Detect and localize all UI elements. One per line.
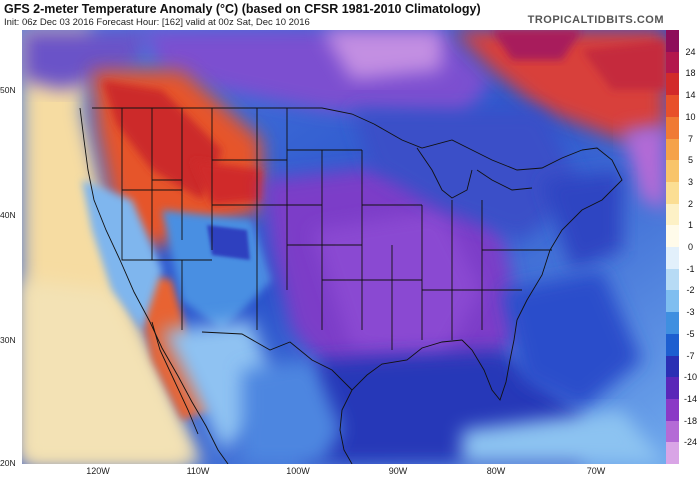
color-scale-swatch <box>666 247 679 270</box>
color-scale-label: -7 <box>686 350 695 361</box>
color-scale-label: -14 <box>683 393 697 404</box>
color-scale-swatch <box>666 333 679 356</box>
lat-label: 20N <box>0 458 16 468</box>
color-scale-label: 10 <box>685 111 696 122</box>
lon-label: 70W <box>586 466 606 476</box>
color-scale-label: 0 <box>687 242 693 252</box>
color-scale-swatch <box>666 73 679 96</box>
lat-label: 30N <box>0 335 16 345</box>
color-scale-legend: 24 18 14 10 7 5 3 2 1 0 -1 -2 -3 -5 -7 -10 -14 -18 -24 <box>666 30 700 465</box>
lon-label: 110W <box>186 466 210 476</box>
temperature-anomaly-map <box>22 30 666 464</box>
color-scale-label: 18 <box>685 68 696 79</box>
color-scale-label: -18 <box>683 415 697 426</box>
color-scale-label: 7 <box>687 133 693 144</box>
color-scale-label: 24 <box>685 46 696 57</box>
color-scale-label: -1 <box>686 263 695 274</box>
color-scale-swatch <box>666 181 679 205</box>
color-scale-swatch <box>666 225 679 248</box>
color-scale-swatch <box>666 160 679 183</box>
color-scale-label: -3 <box>686 307 695 318</box>
color-scale-swatch <box>666 290 679 313</box>
color-scale-label: -5 <box>686 328 695 339</box>
color-scale-swatch <box>666 312 679 335</box>
lon-label: 90W <box>388 466 408 476</box>
color-scale-swatch <box>666 138 679 161</box>
boundary-lines <box>79 107 623 464</box>
color-scale-swatch <box>666 442 679 465</box>
color-scale-swatch <box>666 268 679 291</box>
color-scale-swatch <box>666 95 679 118</box>
color-scale-label: 14 <box>685 90 696 101</box>
color-scale-label: -10 <box>683 372 697 383</box>
brand-logo-text: TROPICALTIDBITS.COM <box>527 14 664 26</box>
color-scale-swatch <box>666 203 679 226</box>
color-scale-swatch <box>666 30 679 53</box>
color-scale-swatch <box>666 420 679 443</box>
map-title: GFS 2-meter Temperature Anomaly (°C) (ba… <box>4 2 481 16</box>
color-scale-swatch <box>666 377 679 400</box>
color-scale-swatch <box>666 355 679 378</box>
color-scale-swatch <box>666 116 679 139</box>
lon-label: 120W <box>86 466 110 476</box>
lon-label: 100W <box>286 466 310 476</box>
color-scale-label: 5 <box>687 155 693 166</box>
color-scale-label: -2 <box>686 285 695 296</box>
lat-label: 50N <box>0 85 16 95</box>
color-scale-label: 2 <box>687 198 693 209</box>
color-scale-swatch <box>666 51 679 74</box>
color-scale-label: 3 <box>687 176 693 187</box>
color-scale-swatch <box>666 398 679 422</box>
map-subtitle: Init: 06z Dec 03 2016 Forecast Hour: [16… <box>4 17 310 28</box>
lon-label: 80W <box>486 466 506 476</box>
color-scale-label: 1 <box>687 220 693 231</box>
color-scale-label: -24 <box>683 437 697 448</box>
lat-label: 40N <box>0 210 16 220</box>
